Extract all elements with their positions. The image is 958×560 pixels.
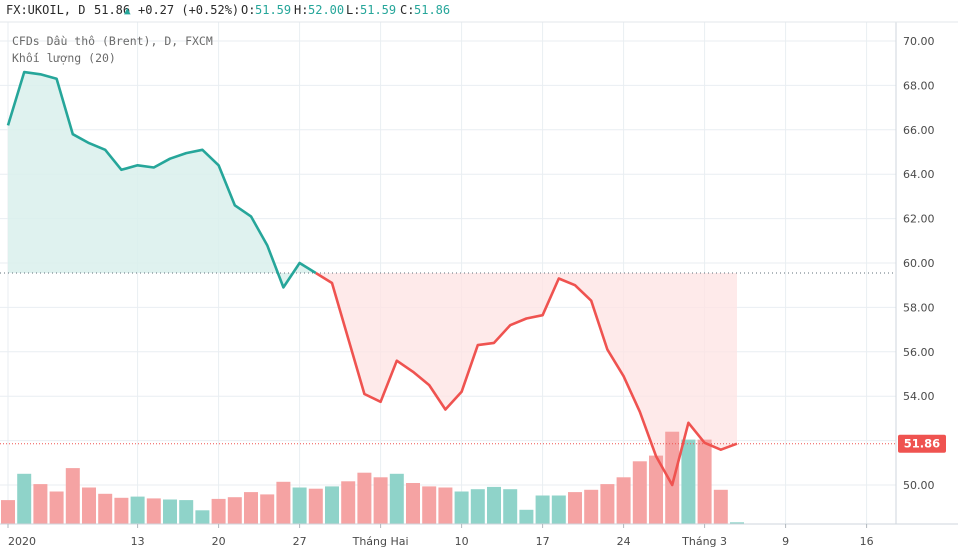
time-tick-label: Tháng Hai — [352, 535, 409, 548]
price-tick-label: 58.00 — [903, 301, 935, 314]
close-label: C: — [400, 3, 414, 17]
series-legend: CFDs Dầu thô (Brent), D, FXCM Khối lượng… — [12, 34, 213, 65]
volume-bar — [373, 477, 388, 524]
time-tick-label: Tháng 3 — [681, 535, 727, 548]
volume-bar — [616, 477, 631, 524]
time-tick-label: 20 — [212, 535, 226, 548]
volume-bar — [519, 509, 534, 525]
volume-bar — [503, 489, 518, 524]
area-fill-below — [315, 272, 737, 485]
current-price-label: 51.86 — [904, 437, 940, 451]
volume-bar — [357, 472, 372, 524]
volume-bar — [17, 473, 32, 524]
current-price-tag: 51.86 — [898, 434, 946, 453]
volume-bar — [470, 489, 485, 524]
volume-bar — [438, 487, 453, 524]
volume-bar — [244, 492, 258, 524]
volume-bar — [308, 488, 323, 524]
volume-bar — [82, 487, 96, 524]
volume-bar — [713, 489, 728, 524]
volume-bar — [551, 495, 566, 524]
time-tick-label: 13 — [131, 535, 145, 548]
low-value: 51.59 — [360, 3, 396, 17]
volume-bar — [325, 486, 339, 524]
price-tick-label: 60.00 — [903, 257, 935, 270]
current-price-tag-bg — [898, 434, 946, 453]
volume-bar — [130, 496, 145, 524]
volume-bar — [49, 491, 64, 524]
volume-bar — [276, 481, 291, 524]
volume-bar — [681, 439, 696, 524]
volume-bar — [33, 484, 48, 524]
header-bar: FX:UKOIL, D 51.86 ▲ +0.27 (+0.52%) O: 51… — [6, 3, 450, 17]
time-tick-label: 27 — [293, 535, 307, 548]
time-tick-label: 16 — [860, 535, 874, 548]
volume-bar — [454, 491, 469, 524]
volume-bar — [632, 461, 647, 524]
volume-bar — [146, 498, 161, 525]
price-tick-label: 70.00 — [903, 35, 935, 48]
volume-bar — [665, 431, 680, 524]
volume-bar — [730, 522, 744, 524]
area-fills — [8, 72, 737, 485]
price-tick-label: 68.00 — [903, 79, 935, 92]
price-tick-label: 64.00 — [903, 168, 935, 181]
volume-bar — [114, 497, 129, 524]
volume-bar — [163, 499, 177, 524]
up-arrow-icon: ▲ — [124, 4, 131, 17]
volume-bar — [422, 486, 437, 524]
close-value: 51.86 — [414, 3, 450, 17]
reference-lines — [0, 272, 896, 445]
volume-bar — [292, 487, 307, 524]
change-label: +0.27 (+0.52%) — [138, 3, 239, 17]
time-tick-label: 17 — [536, 535, 550, 548]
high-value: 52.00 — [308, 3, 344, 17]
time-tick-label: 2020 — [8, 535, 36, 548]
price-axis[interactable]: 70.00 68.00 66.00 64.00 62.00 60.00 58.00 56.00… — [903, 35, 935, 492]
time-axis[interactable]: 2020 13 20 27 Tháng Hai 10 17 24 Tháng 3 9 16 — [7, 524, 874, 548]
last-price: 51.86 — [94, 3, 130, 17]
open-label: O: — [241, 3, 255, 17]
price-lines — [6, 70, 738, 487]
volume-bar — [535, 495, 550, 524]
volume-bar — [487, 486, 501, 524]
open-value: 51.59 — [255, 3, 291, 17]
volume-bars — [1, 431, 744, 525]
price-tick-label: 66.00 — [903, 124, 935, 137]
price-tick-label: 56.00 — [903, 346, 935, 359]
volume-bar — [389, 473, 404, 524]
volume-bar — [179, 500, 194, 524]
volume-bar — [600, 484, 615, 524]
series-label: CFDs Dầu thô (Brent), D, FXCM — [12, 34, 213, 48]
price-tick-label: 50.00 — [903, 479, 935, 492]
price-line-below — [315, 271, 738, 487]
area-fill-above — [8, 72, 316, 288]
volume-bar — [260, 494, 275, 524]
price-line-above — [6, 70, 317, 289]
volume-bar — [697, 439, 712, 524]
price-tick-label: 62.00 — [903, 213, 935, 226]
volume-bar — [568, 492, 582, 524]
time-tick-label: 24 — [617, 535, 631, 548]
high-label: H: — [294, 3, 308, 17]
volume-bar — [649, 455, 663, 524]
volume-bar — [341, 481, 356, 525]
volume-bar — [584, 489, 599, 524]
time-tick-label: 10 — [455, 535, 469, 548]
volume-bar — [227, 497, 242, 524]
symbol-label: FX:UKOIL, D — [6, 3, 85, 17]
volume-bar — [1, 500, 15, 524]
volume-bar — [65, 468, 80, 524]
volume-label: Khối lượng (20) — [12, 51, 116, 65]
volume-bar — [211, 498, 226, 524]
volume-bar — [406, 483, 420, 524]
volume-bar — [98, 493, 113, 524]
low-label: L: — [346, 3, 360, 17]
volume-bar — [195, 510, 210, 524]
time-tick-label: 9 — [782, 535, 789, 548]
price-tick-label: 54.00 — [903, 390, 935, 403]
